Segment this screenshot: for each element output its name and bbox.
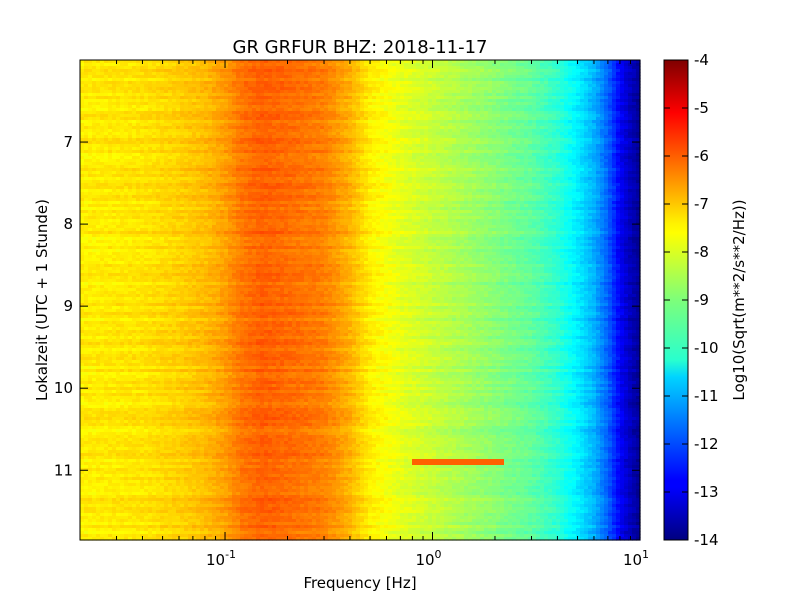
chart-title: GR GRFUR BHZ: 2018-11-17 <box>233 37 488 58</box>
spectrogram-heatmap <box>80 60 641 541</box>
